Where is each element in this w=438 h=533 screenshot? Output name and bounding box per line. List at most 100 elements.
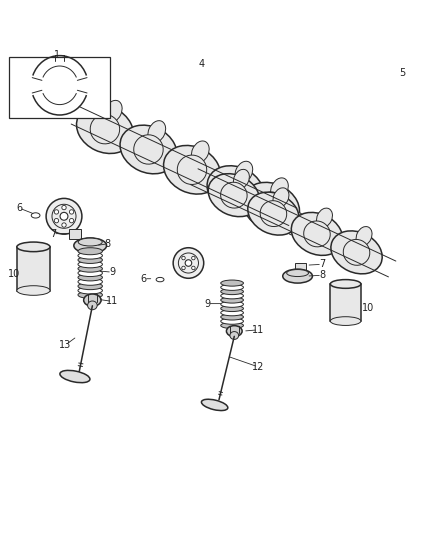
Ellipse shape (78, 256, 102, 263)
Text: 4: 4 (198, 59, 205, 69)
Text: 5: 5 (399, 68, 406, 78)
Ellipse shape (221, 280, 244, 286)
Ellipse shape (221, 310, 244, 316)
Ellipse shape (78, 261, 102, 268)
Ellipse shape (17, 242, 50, 252)
Text: 10: 10 (8, 269, 20, 279)
Ellipse shape (240, 184, 259, 209)
Ellipse shape (60, 212, 68, 220)
Ellipse shape (207, 166, 264, 214)
Ellipse shape (78, 238, 102, 246)
Ellipse shape (78, 282, 102, 289)
Bar (69, 229, 81, 239)
Text: 10: 10 (362, 303, 374, 313)
Bar (10, 57, 110, 118)
Ellipse shape (304, 221, 330, 247)
Text: 9: 9 (109, 267, 115, 277)
Ellipse shape (104, 100, 122, 123)
Ellipse shape (248, 192, 299, 235)
Ellipse shape (84, 294, 101, 306)
Ellipse shape (78, 274, 102, 281)
Ellipse shape (163, 146, 220, 194)
Ellipse shape (46, 198, 82, 234)
Ellipse shape (243, 182, 300, 231)
Ellipse shape (209, 176, 227, 199)
Ellipse shape (200, 166, 219, 190)
Ellipse shape (17, 286, 50, 295)
Ellipse shape (221, 301, 244, 308)
Ellipse shape (283, 269, 312, 283)
Ellipse shape (148, 120, 166, 143)
Ellipse shape (208, 174, 260, 216)
Text: 8: 8 (105, 239, 111, 249)
Ellipse shape (31, 213, 40, 218)
Ellipse shape (78, 278, 102, 285)
Text: 11: 11 (106, 296, 119, 306)
Ellipse shape (233, 169, 249, 189)
Text: 13: 13 (59, 340, 71, 350)
Bar (17, 247, 50, 290)
Ellipse shape (78, 287, 102, 294)
Ellipse shape (182, 266, 185, 270)
Ellipse shape (78, 265, 102, 272)
Text: 6: 6 (141, 274, 147, 284)
Text: 6: 6 (16, 203, 22, 213)
Ellipse shape (247, 194, 265, 216)
Ellipse shape (331, 231, 382, 274)
Ellipse shape (221, 288, 244, 295)
Text: 9: 9 (205, 298, 211, 309)
Ellipse shape (356, 227, 372, 246)
Ellipse shape (185, 260, 192, 266)
Ellipse shape (221, 284, 244, 290)
Ellipse shape (54, 210, 59, 214)
Ellipse shape (221, 314, 244, 320)
Ellipse shape (324, 230, 342, 253)
Text: 1: 1 (54, 51, 60, 60)
Ellipse shape (52, 204, 76, 228)
Ellipse shape (192, 256, 195, 260)
Ellipse shape (155, 144, 174, 169)
Ellipse shape (343, 239, 370, 265)
Ellipse shape (78, 252, 102, 259)
Text: 8: 8 (319, 270, 325, 280)
Ellipse shape (260, 201, 287, 227)
Ellipse shape (78, 270, 102, 277)
Ellipse shape (74, 238, 106, 253)
Ellipse shape (230, 332, 239, 340)
Ellipse shape (221, 297, 244, 303)
Ellipse shape (120, 125, 177, 174)
Ellipse shape (60, 370, 90, 383)
Ellipse shape (69, 210, 74, 214)
Ellipse shape (88, 301, 97, 310)
Ellipse shape (134, 135, 163, 164)
Ellipse shape (330, 280, 361, 288)
Ellipse shape (177, 155, 207, 184)
Text: 12: 12 (252, 362, 265, 372)
Ellipse shape (117, 127, 137, 152)
Text: 7: 7 (319, 260, 325, 269)
Ellipse shape (317, 208, 332, 228)
Ellipse shape (291, 213, 343, 255)
Ellipse shape (287, 270, 308, 277)
Ellipse shape (178, 253, 198, 273)
Ellipse shape (173, 248, 204, 278)
Ellipse shape (156, 277, 164, 282)
Ellipse shape (90, 115, 120, 144)
Ellipse shape (286, 213, 304, 235)
Ellipse shape (226, 326, 242, 336)
Ellipse shape (62, 223, 66, 227)
Ellipse shape (221, 322, 244, 328)
Ellipse shape (182, 256, 185, 260)
Ellipse shape (235, 161, 253, 183)
Ellipse shape (271, 178, 288, 200)
Ellipse shape (62, 205, 66, 210)
Ellipse shape (78, 292, 102, 298)
Ellipse shape (77, 108, 97, 133)
Bar (330, 284, 361, 321)
Ellipse shape (192, 266, 195, 270)
Ellipse shape (221, 293, 244, 299)
Ellipse shape (221, 175, 250, 205)
Bar (295, 263, 306, 271)
Ellipse shape (330, 317, 361, 326)
Ellipse shape (201, 399, 228, 410)
